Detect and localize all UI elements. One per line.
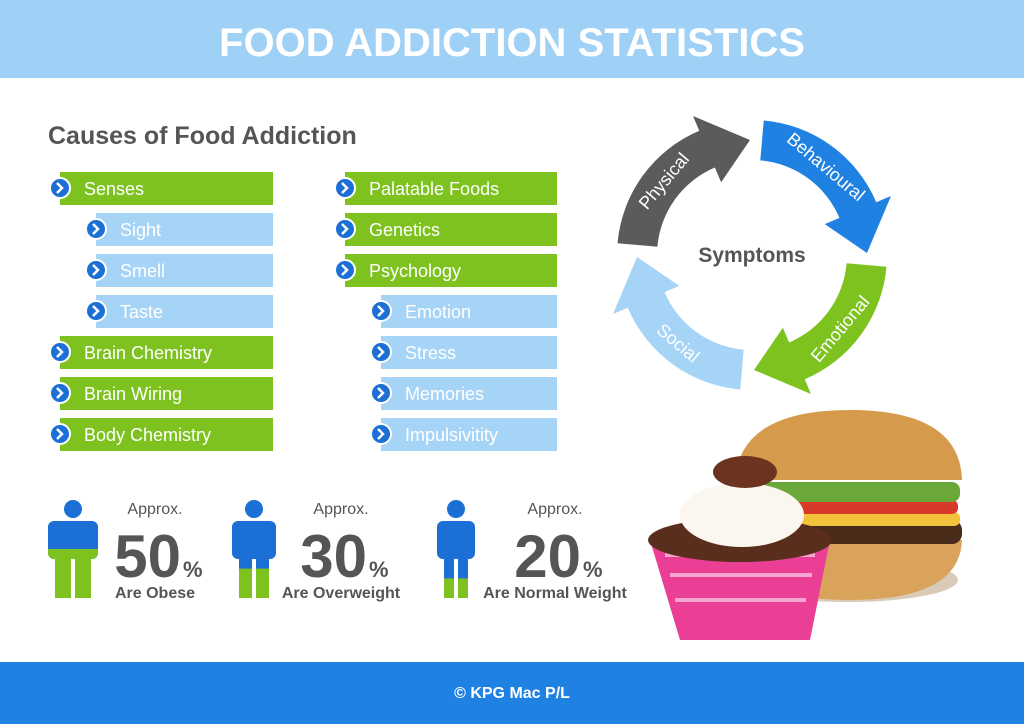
sub-item-bar — [96, 213, 273, 246]
item-bar — [345, 172, 557, 205]
sub-item-label: Taste — [120, 302, 163, 322]
item-bar — [345, 254, 557, 287]
sub-item-bar — [381, 418, 557, 451]
item-bar — [60, 172, 273, 205]
bullet-icon — [370, 423, 392, 445]
cycle-center-label: Symptoms — [698, 244, 805, 267]
stat-unit: % — [183, 557, 203, 582]
stat-value: 30 — [300, 523, 367, 590]
bullet-icon — [370, 382, 392, 404]
stat-unit: % — [369, 557, 389, 582]
item-label: Senses — [84, 179, 144, 199]
bullet-icon — [370, 300, 392, 322]
sub-item-label: Sight — [120, 220, 161, 240]
item-label: Palatable Foods — [369, 179, 499, 199]
bullet-icon — [49, 423, 71, 445]
bullet-chevron — [377, 387, 385, 399]
sub-item-label: Smell — [120, 261, 165, 281]
bullet-chevron — [56, 428, 64, 440]
bullet-chevron — [92, 223, 100, 235]
cycle-arrow — [613, 257, 744, 390]
cycle-arrow — [760, 120, 891, 253]
item-label: Genetics — [369, 220, 440, 240]
food-illustration — [648, 410, 962, 640]
bullet-chevron — [377, 305, 385, 317]
bullet-chevron — [377, 428, 385, 440]
bullet-icon — [370, 341, 392, 363]
item-label: Psychology — [369, 261, 461, 281]
bullet-icon — [85, 300, 107, 322]
stat-label: Are Normal Weight — [483, 585, 627, 602]
bullet-icon — [49, 177, 71, 199]
sub-item-label: Emotion — [405, 302, 471, 322]
stat-prefix: Approx. — [127, 501, 182, 518]
bullet-chevron — [56, 346, 64, 358]
sub-item-bar — [381, 295, 557, 328]
header-band — [0, 0, 1024, 78]
bullet-chevron — [341, 223, 349, 235]
sub-item-label: Impulsivitity — [405, 425, 498, 445]
bullet-icon — [85, 259, 107, 281]
bullet-icon — [49, 341, 71, 363]
bullet-chevron — [377, 346, 385, 358]
section-title: Causes of Food Addiction — [48, 122, 357, 150]
bullet-icon — [85, 218, 107, 240]
bullet-icon — [334, 218, 356, 240]
bullet-chevron — [56, 182, 64, 194]
item-label: Brain Wiring — [84, 384, 182, 404]
item-bar — [345, 213, 557, 246]
item-bar — [60, 336, 273, 369]
stat-label: Are Overweight — [282, 585, 401, 602]
item-bar — [60, 377, 273, 410]
stat-unit: % — [583, 557, 603, 582]
bullet-chevron — [341, 264, 349, 276]
footer-band — [0, 662, 1024, 724]
bullet-chevron — [341, 182, 349, 194]
sub-item-label: Stress — [405, 343, 456, 363]
cycle-arrow — [754, 263, 887, 394]
bullet-chevron — [56, 387, 64, 399]
bullet-icon — [334, 177, 356, 199]
sub-item-bar — [381, 377, 557, 410]
footer-text: © KPG Mac P/L — [454, 685, 570, 702]
item-label: Body Chemistry — [84, 425, 211, 445]
stat-prefix: Approx. — [527, 501, 582, 518]
bullet-chevron — [92, 305, 100, 317]
stat-prefix: Approx. — [313, 501, 368, 518]
cycle-arrow — [617, 116, 750, 247]
stat-label: Are Obese — [115, 585, 195, 602]
item-bar — [60, 418, 273, 451]
sub-item-bar — [96, 295, 273, 328]
sub-item-bar — [381, 336, 557, 369]
stat-value: 20 — [514, 523, 581, 590]
bullet-icon — [334, 259, 356, 281]
item-label: Brain Chemistry — [84, 343, 212, 363]
page-title: FOOD ADDICTION STATISTICS — [219, 21, 805, 65]
stat-value: 50 — [114, 523, 181, 590]
sub-item-label: Memories — [405, 384, 484, 404]
bullet-icon — [49, 382, 71, 404]
sub-item-bar — [96, 254, 273, 287]
bullet-chevron — [92, 264, 100, 276]
